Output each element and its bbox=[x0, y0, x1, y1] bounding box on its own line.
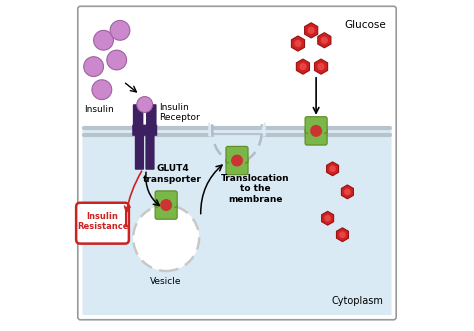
Text: Cytoplasm: Cytoplasm bbox=[332, 296, 383, 306]
FancyBboxPatch shape bbox=[226, 146, 248, 163]
FancyBboxPatch shape bbox=[305, 117, 327, 133]
Circle shape bbox=[137, 97, 153, 113]
FancyBboxPatch shape bbox=[155, 191, 177, 207]
Text: Insulin: Insulin bbox=[84, 105, 114, 114]
Circle shape bbox=[311, 126, 321, 136]
Circle shape bbox=[84, 57, 103, 76]
Circle shape bbox=[135, 207, 198, 269]
Circle shape bbox=[300, 64, 306, 70]
Text: Glucose: Glucose bbox=[344, 21, 386, 30]
FancyBboxPatch shape bbox=[308, 126, 324, 135]
Polygon shape bbox=[314, 59, 328, 74]
Text: Insulin
Receptor: Insulin Receptor bbox=[160, 103, 201, 122]
Circle shape bbox=[110, 21, 130, 40]
Polygon shape bbox=[318, 33, 331, 48]
Text: Translocation
to the
membrane: Translocation to the membrane bbox=[221, 174, 290, 204]
FancyBboxPatch shape bbox=[133, 104, 144, 128]
Circle shape bbox=[94, 30, 113, 50]
FancyBboxPatch shape bbox=[146, 104, 156, 128]
Circle shape bbox=[340, 232, 345, 237]
FancyBboxPatch shape bbox=[78, 6, 396, 320]
Polygon shape bbox=[341, 185, 354, 199]
Circle shape bbox=[295, 41, 301, 46]
Polygon shape bbox=[322, 211, 334, 225]
FancyBboxPatch shape bbox=[82, 128, 392, 315]
Circle shape bbox=[107, 50, 127, 70]
Circle shape bbox=[308, 27, 314, 33]
Text: Vesicle: Vesicle bbox=[150, 277, 182, 286]
FancyBboxPatch shape bbox=[226, 158, 248, 175]
Polygon shape bbox=[327, 162, 338, 176]
FancyBboxPatch shape bbox=[76, 203, 129, 244]
FancyBboxPatch shape bbox=[146, 133, 155, 170]
Circle shape bbox=[321, 37, 327, 43]
FancyBboxPatch shape bbox=[135, 133, 144, 170]
FancyBboxPatch shape bbox=[305, 128, 327, 145]
Polygon shape bbox=[296, 59, 310, 74]
Circle shape bbox=[92, 80, 112, 100]
Circle shape bbox=[161, 200, 172, 210]
Circle shape bbox=[330, 166, 335, 171]
Circle shape bbox=[318, 64, 324, 70]
Circle shape bbox=[232, 155, 242, 166]
Polygon shape bbox=[292, 36, 304, 51]
Text: GLUT4
transporter: GLUT4 transporter bbox=[143, 164, 202, 184]
FancyBboxPatch shape bbox=[155, 203, 177, 219]
FancyBboxPatch shape bbox=[229, 156, 245, 165]
Polygon shape bbox=[305, 23, 318, 38]
Polygon shape bbox=[209, 123, 265, 162]
FancyBboxPatch shape bbox=[158, 201, 174, 210]
Polygon shape bbox=[337, 228, 348, 242]
Circle shape bbox=[325, 215, 330, 221]
Circle shape bbox=[345, 189, 350, 195]
Circle shape bbox=[133, 205, 199, 271]
FancyBboxPatch shape bbox=[132, 125, 157, 136]
Text: Insulin
Resistance: Insulin Resistance bbox=[77, 212, 128, 231]
